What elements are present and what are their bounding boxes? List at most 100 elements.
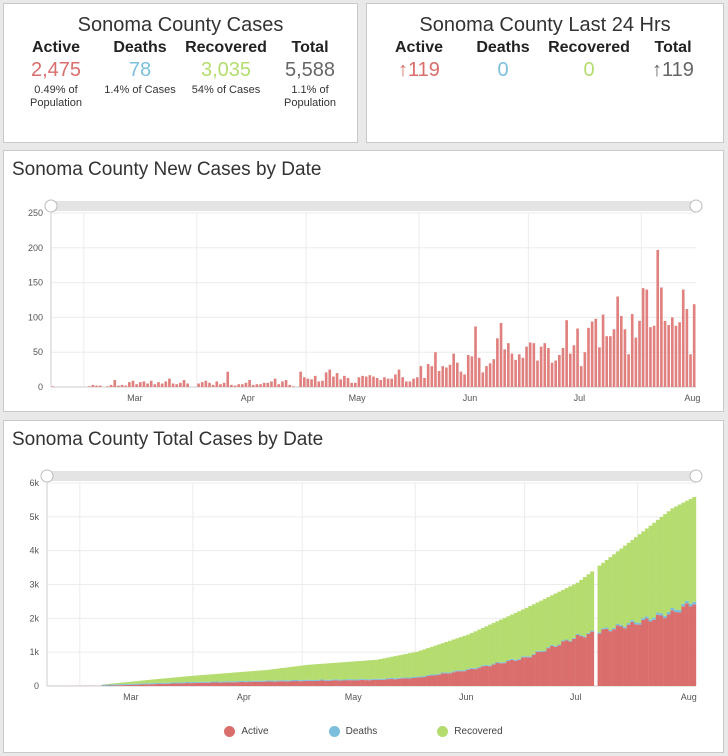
new-cases-bar[interactable] — [259, 384, 262, 387]
total-cases-active-bar[interactable] — [283, 681, 288, 686]
total-cases-deaths-bar[interactable] — [189, 682, 194, 684]
new-cases-bar[interactable] — [324, 372, 328, 387]
total-cases-deaths-bar[interactable] — [524, 656, 529, 658]
total-cases-active-bar[interactable] — [426, 675, 431, 686]
total-cases-active-bar[interactable] — [181, 683, 186, 686]
new-cases-bar[interactable] — [164, 381, 168, 387]
total-cases-deaths-bar[interactable] — [626, 623, 631, 625]
new-cases-bar[interactable] — [434, 352, 437, 387]
new-cases-bar[interactable] — [517, 354, 521, 387]
new-cases-bar[interactable] — [510, 353, 514, 387]
legend-item-deaths[interactable]: Deaths — [328, 726, 377, 737]
total-cases-recovered-bar[interactable] — [254, 670, 259, 681]
total-cases-recovered-bar[interactable] — [422, 649, 427, 677]
total-cases-deaths-bar[interactable] — [116, 684, 121, 686]
total-cases-recovered-bar[interactable] — [258, 670, 263, 681]
total-cases-recovered-bar[interactable] — [123, 682, 128, 685]
total-cases-deaths-bar[interactable] — [630, 620, 635, 622]
new-cases-bar[interactable] — [466, 354, 470, 387]
new-cases-bar[interactable] — [208, 382, 211, 387]
new-cases-bar[interactable] — [310, 379, 313, 387]
total-cases-active-bar[interactable] — [375, 679, 379, 686]
total-cases-deaths-bar[interactable] — [305, 679, 310, 681]
total-cases-deaths-bar[interactable] — [130, 683, 135, 685]
total-cases-recovered-bar[interactable] — [364, 660, 369, 680]
total-cases-active-bar[interactable] — [345, 680, 350, 686]
total-cases-recovered-bar[interactable] — [382, 658, 387, 679]
new-cases-bar[interactable] — [452, 353, 455, 387]
new-cases-bar[interactable] — [186, 383, 189, 387]
total-cases-active-bar[interactable] — [349, 680, 354, 686]
total-cases-active-bar[interactable] — [488, 666, 493, 686]
total-cases-recovered-bar[interactable] — [477, 629, 482, 668]
total-cases-active-bar[interactable] — [626, 624, 631, 686]
total-cases-recovered-bar[interactable] — [575, 582, 580, 634]
new-cases-bar[interactable] — [244, 382, 248, 387]
new-cases-bar[interactable] — [485, 366, 488, 387]
total-cases-deaths-bar[interactable] — [477, 667, 482, 669]
new-cases-bar[interactable] — [379, 380, 383, 387]
total-cases-active-bar[interactable] — [648, 621, 653, 686]
total-cases-recovered-bar[interactable] — [185, 676, 190, 683]
total-cases-recovered-bar[interactable] — [582, 577, 587, 637]
total-cases-active-bar[interactable] — [411, 677, 416, 686]
new-cases-bar[interactable] — [350, 382, 353, 387]
total-cases-active-bar[interactable] — [433, 675, 438, 686]
total-cases-active-bar[interactable] — [459, 671, 463, 686]
total-cases-deaths-bar[interactable] — [440, 672, 445, 674]
total-cases-active-bar[interactable] — [564, 640, 569, 686]
new-cases-bar[interactable] — [135, 384, 138, 387]
new-cases-bar[interactable] — [590, 321, 594, 387]
total-cases-deaths-bar[interactable] — [280, 680, 285, 682]
total-cases-recovered-bar[interactable] — [655, 519, 660, 613]
total-cases-recovered-bar[interactable] — [247, 671, 252, 682]
total-cases-active-bar[interactable] — [313, 681, 318, 686]
new-cases-bar[interactable] — [594, 318, 598, 387]
new-cases-bar[interactable] — [171, 383, 175, 387]
total-cases-active-bar[interactable] — [119, 685, 124, 686]
new-cases-bar[interactable] — [200, 382, 204, 387]
total-cases-recovered-bar[interactable] — [601, 562, 606, 629]
new-cases-bar[interactable] — [525, 346, 528, 387]
total-cases-recovered-bar[interactable] — [615, 551, 620, 624]
new-cases-bar[interactable] — [117, 385, 120, 387]
total-cases-deaths-bar[interactable] — [542, 650, 547, 652]
total-cases-deaths-bar[interactable] — [531, 653, 536, 655]
total-cases-active-bar[interactable] — [619, 626, 624, 686]
total-cases-active-bar[interactable] — [466, 669, 471, 686]
total-cases-recovered-bar[interactable] — [269, 669, 274, 681]
total-cases-active-bar[interactable] — [262, 681, 266, 686]
total-cases-active-bar[interactable] — [112, 685, 117, 686]
new-cases-bar[interactable] — [124, 385, 128, 387]
new-cases-bar[interactable] — [142, 381, 146, 387]
total-cases-active-bar[interactable] — [582, 637, 587, 686]
total-cases-deaths-bar[interactable] — [575, 633, 580, 635]
new-cases-bar[interactable] — [616, 296, 619, 387]
total-cases-recovered-bar[interactable] — [685, 500, 689, 601]
total-cases-recovered-bar[interactable] — [320, 663, 325, 680]
new-cases-bar[interactable] — [357, 377, 361, 387]
total-cases-active-bar[interactable] — [568, 641, 573, 686]
total-cases-active-bar[interactable] — [364, 680, 369, 686]
total-cases-recovered-bar[interactable] — [283, 667, 288, 681]
total-cases-recovered-bar[interactable] — [251, 671, 256, 681]
total-cases-recovered-bar[interactable] — [298, 665, 303, 681]
total-cases-deaths-bar[interactable] — [473, 668, 478, 670]
total-cases-active-bar[interactable] — [572, 638, 576, 686]
total-cases-active-bar[interactable] — [192, 683, 197, 686]
new-cases-bar[interactable] — [91, 384, 95, 387]
new-cases-bar[interactable] — [284, 380, 288, 387]
total-cases-recovered-bar[interactable] — [524, 607, 529, 657]
total-cases-recovered-bar[interactable] — [152, 679, 157, 684]
total-cases-recovered-bar[interactable] — [145, 680, 150, 684]
total-cases-active-bar[interactable] — [575, 634, 580, 686]
total-cases-deaths-bar[interactable] — [426, 674, 431, 676]
total-cases-recovered-bar[interactable] — [324, 663, 328, 680]
new-cases-bar[interactable] — [692, 304, 696, 387]
total-cases-recovered-bar[interactable] — [677, 504, 682, 610]
new-cases-bar[interactable] — [361, 375, 364, 387]
total-cases-recovered-bar[interactable] — [149, 679, 153, 684]
total-cases-recovered-bar[interactable] — [200, 675, 204, 682]
total-cases-deaths-bar[interactable] — [211, 681, 215, 683]
total-cases-active-bar[interactable] — [108, 685, 113, 686]
